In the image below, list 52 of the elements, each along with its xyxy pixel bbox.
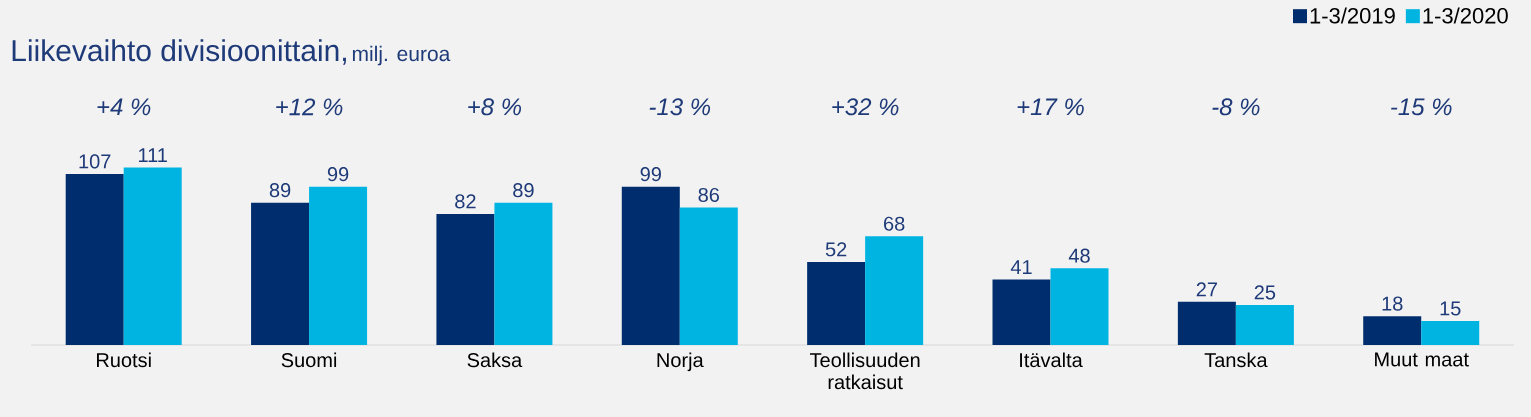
bar: [1235, 305, 1294, 345]
x-tick-label: Muut maat: [1375, 352, 1469, 367]
data-label: 99: [640, 167, 661, 182]
chart-subtitle: milj. euroa: [352, 45, 451, 66]
bar: [251, 202, 310, 345]
bar: [65, 174, 124, 345]
data-label: 107: [79, 154, 111, 169]
x-tick-label: Suomi: [281, 352, 337, 368]
data-label: 99: [327, 167, 349, 182]
data-label: 25: [1254, 285, 1276, 300]
x-tick-label: Tanska: [1204, 352, 1268, 368]
bar: [436, 213, 495, 345]
text: +32 %: [832, 98, 899, 116]
data-label: 111: [139, 148, 167, 163]
text: +17 %: [1017, 98, 1084, 116]
x-tick-label: Ruotsi: [97, 352, 151, 368]
bar: [1421, 321, 1480, 345]
text: -15 %: [1391, 98, 1452, 116]
bar: [865, 236, 924, 345]
legend-label: 1-3/2019: [1310, 7, 1395, 24]
data-label: 52: [825, 242, 847, 257]
text: +8 %: [468, 98, 522, 116]
chart-title: Liikevaihto divisioonittain,: [12, 39, 346, 65]
data-label: 82: [455, 194, 476, 209]
data-label: 41: [1010, 260, 1032, 274]
bar: [309, 186, 368, 345]
x-tick-label: Itävalta: [1020, 352, 1083, 368]
bar: [123, 167, 182, 345]
bar: [1050, 268, 1109, 345]
text: -13 %: [649, 98, 711, 116]
bar: [1177, 301, 1236, 345]
bar: [807, 261, 866, 345]
x-tick-label: Saksa: [467, 352, 523, 368]
data-label: 89: [513, 183, 534, 198]
data-label: 27: [1196, 282, 1217, 297]
bar: [494, 202, 553, 345]
data-label: 86: [698, 187, 720, 203]
bar: [621, 186, 680, 345]
data-label: 15: [1440, 301, 1461, 316]
x-tick-label: Norja: [657, 352, 704, 372]
text: +12 %: [276, 98, 343, 116]
bar: [992, 279, 1051, 345]
bar: [679, 207, 738, 345]
bar: [1363, 316, 1422, 345]
data-label: 68: [884, 216, 905, 231]
legend-label: 1-3/2020: [1423, 7, 1508, 24]
x-tick-label: Teollisuuden ratkaisut: [810, 352, 920, 390]
data-label: 89: [269, 183, 291, 198]
text: -8 %: [1212, 98, 1260, 116]
text: +4 %: [97, 98, 151, 116]
data-label: 18: [1382, 296, 1403, 311]
data-label: 48: [1068, 248, 1090, 263]
